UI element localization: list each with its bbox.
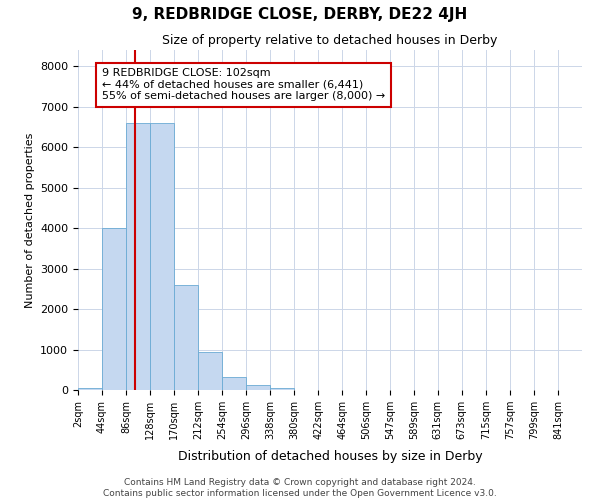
Bar (198, 352, 222, 390)
Text: 9, REDBRIDGE CLOSE, DERBY, DE22 4JH: 9, REDBRIDGE CLOSE, DERBY, DE22 4JH (133, 8, 467, 22)
Y-axis label: Number of detached properties: Number of detached properties (25, 132, 35, 308)
Title: Size of property relative to detached houses in Derby: Size of property relative to detached ho… (163, 34, 497, 48)
Text: Contains HM Land Registry data © Crown copyright and database right 2024.
Contai: Contains HM Land Registry data © Crown c… (103, 478, 497, 498)
Bar (78, 388, 102, 390)
Bar (102, 228, 126, 390)
Text: 9 REDBRIDGE CLOSE: 102sqm
← 44% of detached houses are smaller (6,441)
55% of se: 9 REDBRIDGE CLOSE: 102sqm ← 44% of detac… (102, 68, 385, 102)
Bar (222, 376, 246, 390)
Bar (270, 388, 294, 390)
Bar (126, 123, 150, 390)
X-axis label: Distribution of detached houses by size in Derby: Distribution of detached houses by size … (178, 450, 482, 464)
Bar (150, 123, 174, 390)
Bar (246, 384, 270, 390)
Bar (174, 285, 198, 390)
